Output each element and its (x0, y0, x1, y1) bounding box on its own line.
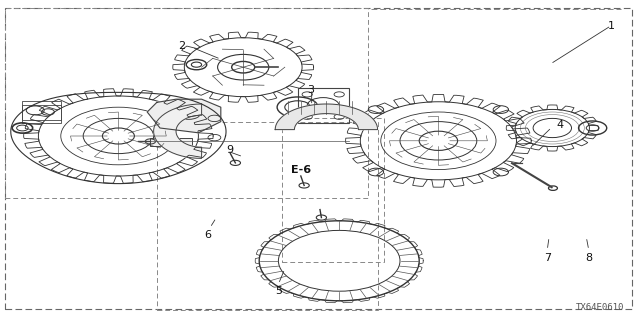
Text: 8: 8 (585, 253, 593, 263)
Text: 9: 9 (227, 145, 234, 156)
Bar (282, 118, 384, 262)
Bar (22, 105, 61, 123)
Text: 3: 3 (307, 85, 314, 95)
Bar (22, 101, 61, 120)
Polygon shape (275, 104, 378, 130)
Text: 5: 5 (275, 286, 282, 296)
Bar (150, 138, 192, 146)
Text: 2: 2 (179, 41, 186, 52)
Polygon shape (154, 104, 202, 158)
Text: 6: 6 (205, 230, 211, 240)
Text: 1: 1 (607, 21, 614, 31)
Text: E-6: E-6 (291, 164, 311, 175)
Text: TX64E0610: TX64E0610 (575, 303, 624, 312)
Bar (5, 8, 368, 198)
Polygon shape (147, 99, 221, 133)
Bar (157, 122, 378, 310)
Bar (298, 88, 349, 123)
Text: 7: 7 (543, 253, 551, 263)
Text: 4: 4 (557, 120, 564, 130)
